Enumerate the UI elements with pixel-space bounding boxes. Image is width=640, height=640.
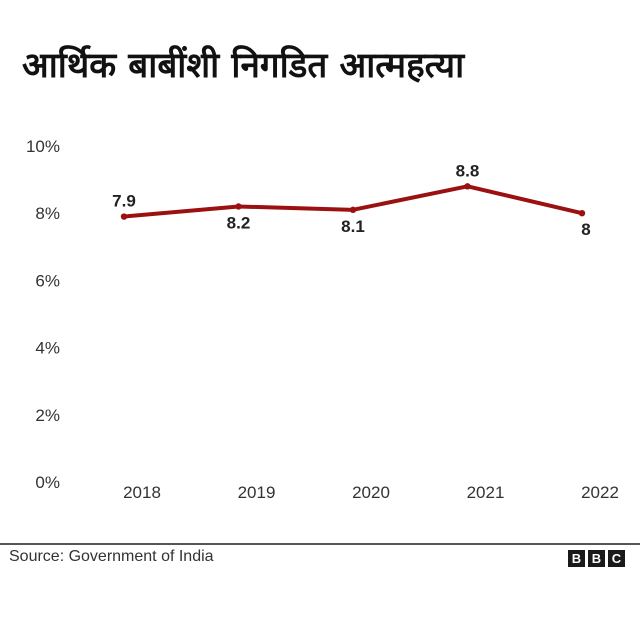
x-tick-label: 2018 [123,483,161,502]
y-tick-label: 6% [35,271,60,290]
bbc-logo-letter: B [588,550,605,567]
data-labels: 7.9 8.2 8.1 8.8 8 [112,161,591,239]
data-points [120,183,586,220]
bbc-logo: B B C [568,550,625,567]
data-label: 8.8 [456,161,480,180]
bbc-logo-letter: B [568,550,585,567]
y-axis-ticks: 0% 2% 4% 6% 8% 10% [26,137,60,492]
footer-divider [0,543,640,545]
x-tick-label: 2020 [352,483,390,502]
y-tick-label: 0% [35,473,60,492]
y-tick-label: 4% [35,339,60,358]
chart-title: आर्थिक बाबींशी निगडित आत्महत्या [22,46,465,86]
data-label: 8.1 [341,217,365,236]
y-tick-label: 10% [26,137,60,156]
data-label: 8 [581,220,590,239]
data-point [578,210,586,217]
data-point [235,203,242,210]
x-tick-label: 2021 [467,483,505,502]
source-note: Source: Government of India [9,548,214,565]
y-tick-label: 8% [35,204,60,223]
data-label: 7.9 [112,192,136,211]
x-tick-label: 2022 [581,483,619,502]
data-label: 8.2 [227,213,251,232]
y-tick-label: 2% [35,406,60,425]
bbc-logo-letter: C [608,550,625,567]
data-point [464,183,471,190]
x-tick-label: 2019 [238,483,276,502]
data-point [120,213,128,220]
x-axis-ticks: 2018 2019 2020 2021 2022 [123,483,619,502]
data-point [349,206,357,214]
